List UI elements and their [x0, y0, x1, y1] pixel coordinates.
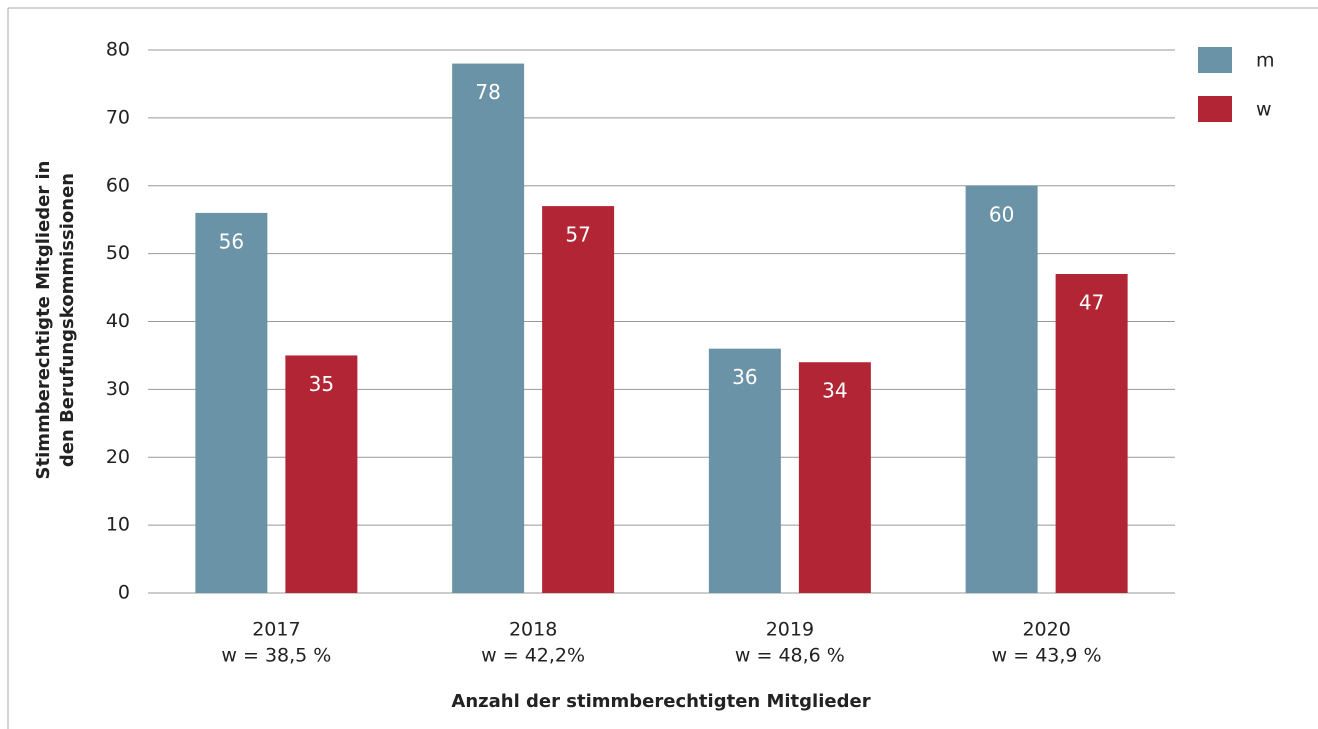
bar [195, 212, 268, 593]
x-axis-label: Anzahl der stimmberechtigten Mitglieder [451, 691, 870, 712]
x-tick-sublabel: w = 43,9 % [992, 645, 1102, 667]
x-tick-label: 2017 [252, 619, 300, 641]
legend-label: m [1256, 50, 1275, 72]
value-label: 47 [1079, 290, 1104, 314]
bar [285, 355, 358, 593]
bar [542, 206, 615, 594]
bar [708, 348, 781, 593]
y-tick-label: 0 [118, 582, 130, 604]
x-tick-sublabel: w = 42,2% [481, 645, 585, 667]
bar [965, 185, 1038, 593]
y-tick-label: 70 [106, 106, 130, 128]
value-label: 60 [989, 202, 1014, 226]
y-axis-label: Stimmberechtigte Mitglieder in den Beruf… [33, 161, 78, 480]
y-axis-label-line: Stimmberechtigte Mitglieder in [33, 161, 54, 480]
y-tick-label: 10 [106, 514, 130, 536]
y-tick-label: 60 [106, 174, 130, 196]
legend-label: w [1256, 99, 1272, 121]
value-label: 35 [309, 372, 334, 396]
legend-swatch [1198, 96, 1232, 122]
y-tick-label: 80 [106, 39, 130, 61]
legend-swatch [1198, 47, 1232, 73]
y-axis-label-line: den Berufungskommissionen [57, 173, 78, 467]
y-tick-label: 30 [106, 378, 130, 400]
y-tick-label: 20 [106, 446, 130, 468]
bar [798, 362, 871, 593]
x-tick-sublabel: w = 38,5 % [221, 645, 331, 667]
x-tick-label: 2019 [766, 619, 814, 641]
value-label: 78 [475, 80, 500, 104]
x-tick-sublabel: w = 48,6 % [735, 645, 845, 667]
x-tick-label: 2020 [1022, 619, 1070, 641]
value-label: 34 [822, 379, 847, 403]
x-tick-label: 2018 [509, 619, 557, 641]
y-tick-label: 50 [106, 242, 130, 264]
y-tick-label: 40 [106, 310, 130, 332]
bar [1055, 273, 1128, 593]
bar [452, 63, 525, 593]
value-label: 36 [732, 365, 757, 389]
value-label: 57 [565, 223, 590, 247]
value-label: 56 [219, 229, 244, 253]
